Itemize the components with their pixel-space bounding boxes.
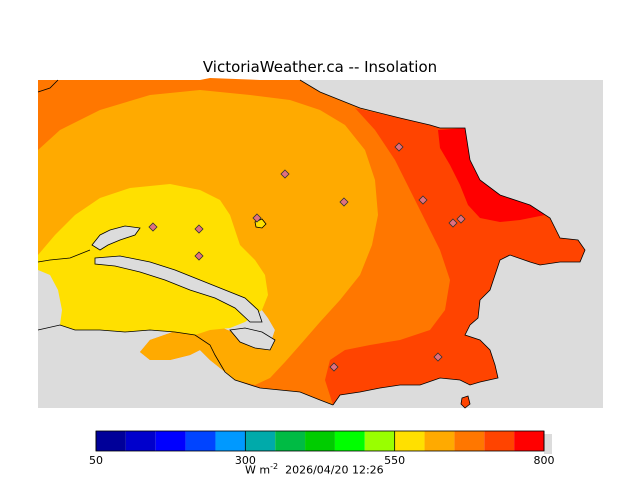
channel-south [229,327,276,351]
channel-main [94,255,263,323]
station-marker [280,169,290,179]
station-marker [194,251,204,261]
legend-caption: W m-2 2026/04/20 12:26 [245,462,384,477]
station-marker [339,197,349,207]
station-marker [394,142,404,152]
legend-bin [125,431,156,451]
station-marker [329,362,339,372]
southern-water [38,328,150,385]
station-marker [194,224,204,234]
coastline [299,79,586,406]
station-markers [148,142,466,372]
corner-coast [37,79,59,93]
legend-bin [364,431,395,451]
legend-bin [155,431,186,451]
land-band-700 [325,108,585,405]
legend-bin [305,431,335,451]
legend-tick-label: 300 [235,454,256,467]
legend-tick-label: 550 [384,454,405,467]
unit-label: W m [245,463,271,477]
station-marker [148,222,158,232]
inlet-west [91,225,141,251]
legend-bin [424,431,455,451]
land-band-550 [38,184,268,335]
legend-bin [514,431,544,451]
timestamp-label: 2026/04/20 12:26 [285,463,384,477]
legend-bin [96,431,126,451]
station-marker [252,213,262,223]
legend-tick-label: 800 [534,454,555,467]
legend-bin [215,431,246,451]
land-band-750 [438,128,545,222]
legend-shadow [544,434,552,454]
chart-title: VictoriaWeather.ca -- Insolation [202,58,438,76]
coastline-south [37,324,334,406]
legend-bin [454,431,485,451]
station-marker [456,214,466,224]
station-marker [433,352,443,362]
station-marker [448,218,458,228]
legend-bin [334,431,365,451]
legend-bin [275,431,306,451]
legend-tick-label: 50 [89,454,103,467]
legend-bin [245,431,276,451]
station-marker [418,195,428,205]
legend-bin [394,431,425,451]
unit-exponent: -2 [270,462,279,471]
islet-south [460,395,471,409]
legend-bin [185,431,216,451]
legend-bin [484,431,515,451]
coastline-west [37,249,91,263]
